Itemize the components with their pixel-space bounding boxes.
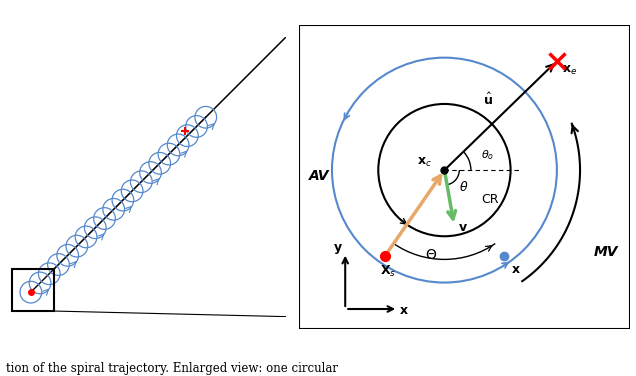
Text: $\hat{\mathbf{u}}$: $\hat{\mathbf{u}}$	[483, 92, 493, 108]
Text: $\Theta$: $\Theta$	[425, 249, 437, 262]
Text: tion of the spiral trajectory. Enlarged view: one circular: tion of the spiral trajectory. Enlarged …	[6, 362, 338, 375]
Text: $\mathbf{v}$: $\mathbf{v}$	[458, 221, 468, 234]
Bar	[12, 269, 54, 311]
Text: MV: MV	[593, 245, 618, 259]
Text: $\mathbf{y}$: $\mathbf{y}$	[333, 242, 343, 256]
Text: $\mathbf{x}$: $\mathbf{x}$	[511, 262, 520, 276]
Text: $\mathbf{x}_e$: $\mathbf{x}_e$	[562, 64, 577, 77]
Text: $\theta_o$: $\theta_o$	[481, 148, 494, 162]
Text: $\mathbf{x}_c$: $\mathbf{x}_c$	[417, 156, 432, 169]
Text: $\theta$: $\theta$	[459, 180, 468, 194]
Text: $\mathbf{X}_s$: $\mathbf{X}_s$	[380, 264, 396, 279]
Text: AV: AV	[309, 169, 329, 183]
Text: $\mathbf{x}$: $\mathbf{x}$	[399, 304, 410, 317]
Text: CR: CR	[481, 193, 499, 206]
